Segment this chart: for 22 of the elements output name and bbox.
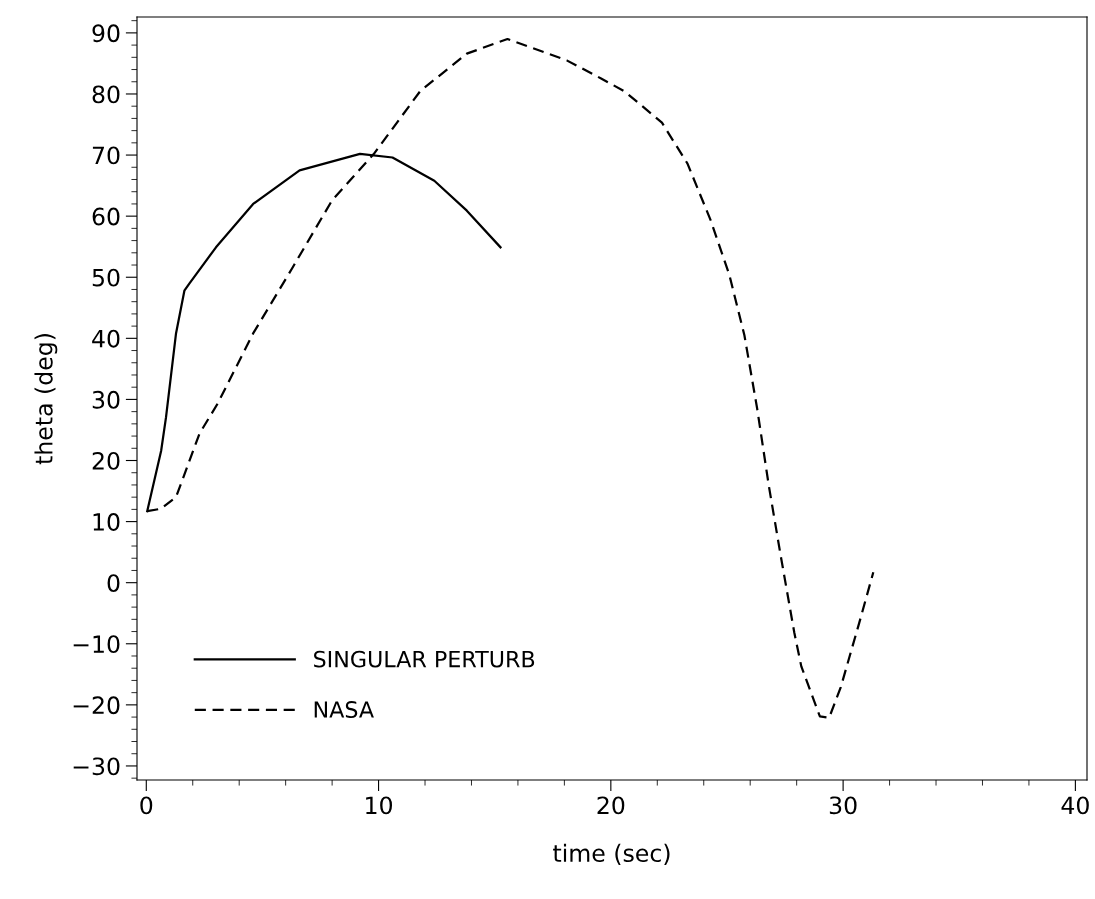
y-tick-label: −20 <box>73 696 120 715</box>
y-tick-label: −10 <box>73 635 120 654</box>
y-tick-label: 70 <box>92 146 120 165</box>
x-tick-label: 40 <box>1061 796 1089 815</box>
y-tick-label: 80 <box>92 85 120 104</box>
x-axis-title: time (sec) <box>553 843 670 865</box>
y-tick-label: 30 <box>92 390 120 409</box>
x-tick-label: 10 <box>366 796 393 815</box>
legend-label: NASA <box>314 701 374 718</box>
x-tick-label: 0 <box>140 796 153 815</box>
y-tick-label: 90 <box>92 24 120 43</box>
x-tick-label: 20 <box>597 796 625 815</box>
y-tick-label: 40 <box>92 329 120 348</box>
legend-label: SINGULAR PERTURB <box>314 650 535 668</box>
y-tick-label: 0 <box>107 574 120 592</box>
x-tick-label: 30 <box>829 796 857 815</box>
y-tick-label: 50 <box>92 268 120 287</box>
y-tick-label: 60 <box>92 207 120 226</box>
y-tick-label: 10 <box>93 513 120 531</box>
y-axis-title: theta (deg) <box>34 334 58 465</box>
y-tick-label: −30 <box>73 757 120 776</box>
y-tick-label: 20 <box>92 451 120 470</box>
